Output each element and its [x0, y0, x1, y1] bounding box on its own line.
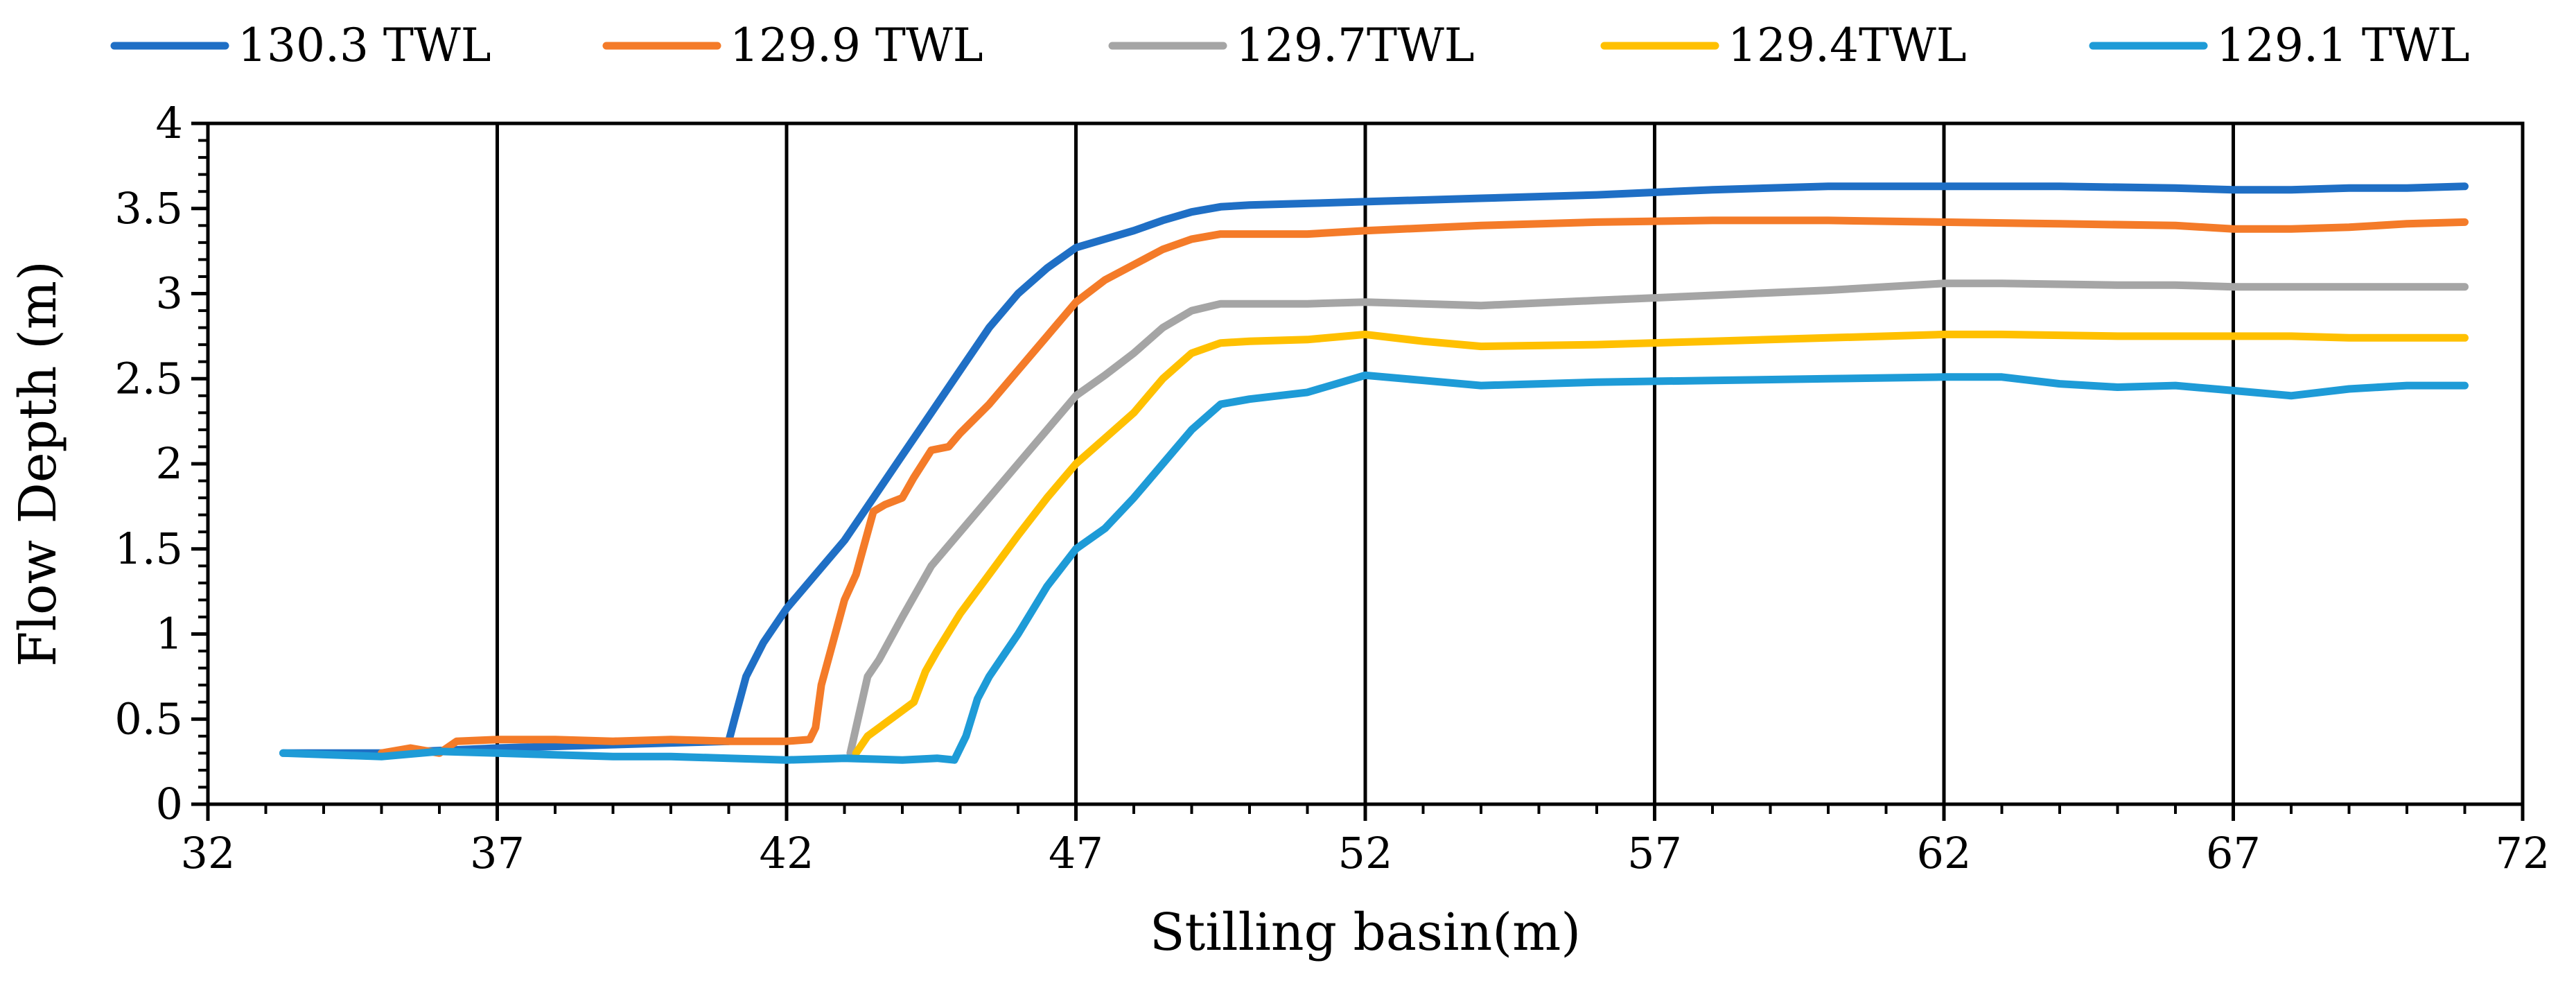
legend-label-4: 129.4TWL — [1728, 19, 1967, 72]
legend-label-2: 129.9 TWL — [730, 19, 983, 72]
series-line-1 — [279, 182, 2469, 757]
y-tick-label: 0 — [156, 779, 183, 829]
y-tick-label: 1.5 — [114, 523, 183, 574]
x-tick-label: 47 — [1049, 828, 1103, 878]
y-tick-label: 3 — [156, 268, 183, 319]
legend-label-3: 129.7TWL — [1236, 19, 1475, 72]
series-line-2 — [378, 216, 2469, 757]
series-line-5 — [279, 371, 2469, 764]
series-lines — [279, 182, 2469, 764]
y-tick-label: 2.5 — [114, 353, 183, 403]
y-tick-label: 3.5 — [114, 183, 183, 234]
y-tick-label: 1 — [156, 609, 183, 659]
axis-tick-labels: 32 37 42 47 52 57 62 67 72 0 0.5 1 1.5 2 2.5 3 3.5 4 — [114, 98, 2550, 878]
y-tick-label: 4 — [156, 98, 183, 148]
x-tick-label: 72 — [2496, 828, 2550, 878]
x-tick-label: 67 — [2206, 828, 2261, 878]
series-line-4 — [852, 330, 2469, 757]
y-tick-label: 2 — [156, 438, 183, 489]
legend: 130.3 TWL 129.9 TWL 129.7TWL 129.4TWL 129.1 … — [110, 19, 2470, 72]
axis-ticks — [191, 121, 2525, 821]
x-tick-label: 57 — [1627, 828, 1682, 878]
y-tick-label: 0.5 — [114, 693, 183, 744]
x-tick-label: 52 — [1338, 828, 1393, 878]
legend-label-5: 129.1 TWL — [2216, 19, 2470, 72]
x-axis-title: Stilling basin(m) — [1150, 903, 1581, 962]
legend-label-1: 130.3 TWL — [238, 19, 491, 72]
x-tick-label: 32 — [181, 828, 236, 878]
x-tick-label: 62 — [1917, 828, 1972, 878]
series-line-3 — [846, 279, 2469, 757]
x-tick-label: 37 — [470, 828, 525, 878]
x-tick-label: 42 — [760, 828, 814, 878]
y-axis-title: Flow Depth (m) — [8, 261, 68, 667]
